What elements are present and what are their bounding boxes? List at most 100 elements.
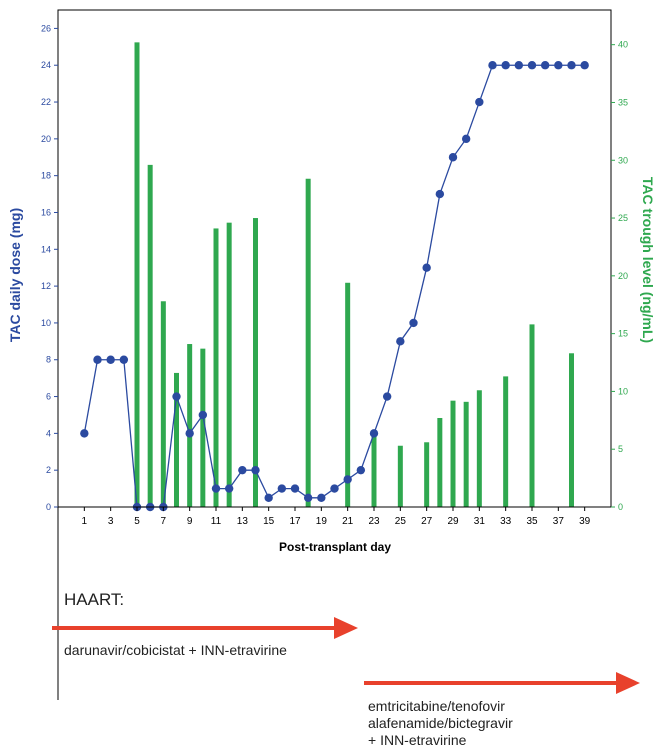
y-left-tick-label: 6 bbox=[46, 392, 51, 402]
x-tick-label: 1 bbox=[82, 516, 88, 527]
dose-point-day-36 bbox=[540, 61, 550, 70]
trough-bar-day-31 bbox=[476, 390, 482, 507]
arrow-head bbox=[334, 617, 358, 639]
y-right-tick-label: 20 bbox=[618, 271, 628, 281]
y-right-tick-label: 40 bbox=[618, 40, 628, 50]
dose-point-day-2 bbox=[93, 355, 102, 364]
dose-point-day-31 bbox=[475, 97, 484, 107]
trough-bar-day-7 bbox=[160, 301, 166, 507]
y-left-tick-label: 4 bbox=[46, 428, 51, 438]
trough-bar-day-18 bbox=[305, 178, 311, 507]
haart-arrow-1 bbox=[52, 617, 358, 639]
trough-bar-day-12 bbox=[226, 222, 232, 507]
x-axis-label: Post-transplant day bbox=[279, 540, 391, 554]
tick-labels: 1 3 5 7 9 11 13 15 17 19 21 23 25 27 29 31 33 35 37 3902468… bbox=[41, 23, 628, 527]
dose-point-day-28 bbox=[435, 189, 445, 199]
dose-line bbox=[80, 61, 589, 512]
dose-point-day-9 bbox=[185, 429, 194, 438]
dose-point-day-34 bbox=[514, 61, 524, 70]
y-right-tick-label: 15 bbox=[618, 329, 628, 339]
dose-polyline bbox=[83, 64, 585, 508]
dose-point-day-35 bbox=[527, 61, 537, 70]
dose-point-day-20 bbox=[330, 484, 339, 493]
y-right-tick-label: 30 bbox=[618, 155, 628, 165]
dose-point-day-39 bbox=[580, 61, 589, 70]
axes bbox=[57, 9, 612, 508]
x-tick-label: 37 bbox=[553, 516, 565, 527]
dose-point-day-12 bbox=[224, 484, 234, 493]
trough-bar-day-33 bbox=[503, 376, 509, 507]
y-left-tick-label: 18 bbox=[41, 171, 51, 181]
regimen-2: emtricitabine/tenofovir alafenamide/bict… bbox=[368, 698, 513, 748]
x-tick-label: 11 bbox=[211, 516, 222, 527]
x-tick-label: 21 bbox=[342, 516, 354, 527]
trough-bar-day-35 bbox=[529, 324, 535, 507]
x-tick-label: 15 bbox=[263, 516, 275, 527]
y-left-tick-label: 10 bbox=[41, 318, 51, 328]
trough-bars bbox=[134, 42, 574, 507]
plot-frame bbox=[57, 9, 612, 508]
dose-point-day-3 bbox=[106, 355, 115, 364]
x-tick-label: 23 bbox=[368, 516, 380, 527]
dose-point-day-10 bbox=[198, 410, 208, 420]
y-right-tick-label: 5 bbox=[618, 444, 623, 454]
x-tick-label: 5 bbox=[134, 516, 140, 527]
dose-point-day-21 bbox=[343, 475, 352, 484]
dose-point-day-14 bbox=[251, 465, 260, 475]
dose-point-day-16 bbox=[277, 484, 287, 493]
x-tick-label: 33 bbox=[500, 516, 512, 527]
trough-bar-day-5 bbox=[134, 42, 140, 507]
x-tick-label: 9 bbox=[187, 516, 193, 527]
x-tick-label: 25 bbox=[395, 516, 407, 527]
x-tick-label: 29 bbox=[447, 516, 459, 527]
dose-point-day-30 bbox=[461, 134, 471, 144]
trough-bar-day-28 bbox=[437, 418, 443, 507]
dose-point-day-18 bbox=[303, 493, 313, 502]
dose-point-day-1 bbox=[80, 429, 89, 438]
y-left-tick-label: 2 bbox=[46, 465, 51, 475]
dose-point-day-32 bbox=[488, 61, 497, 70]
x-tick-label: 3 bbox=[108, 516, 114, 527]
dose-point-day-24 bbox=[382, 392, 392, 401]
trough-bar-day-10 bbox=[200, 348, 206, 507]
trough-bar-day-27 bbox=[424, 442, 430, 507]
y-left-tick-label: 16 bbox=[41, 207, 51, 217]
y-axis-left-label: TAC daily dose (mg) bbox=[7, 208, 23, 342]
dose-point-day-22 bbox=[356, 465, 366, 475]
x-tick-label: 17 bbox=[289, 516, 301, 527]
dose-point-day-11 bbox=[211, 484, 221, 493]
trough-bar-day-8 bbox=[174, 372, 179, 507]
y-axis-right-label: TAC trough level (ng/mL) bbox=[640, 177, 656, 343]
haart-arrow-2 bbox=[364, 672, 640, 694]
dose-point-day-15 bbox=[264, 493, 273, 502]
y-left-tick-label: 14 bbox=[41, 244, 51, 254]
x-tick-label: 35 bbox=[526, 516, 538, 527]
y-left-tick-label: 24 bbox=[41, 60, 51, 70]
dose-point-day-33 bbox=[501, 61, 510, 70]
y-right-tick-label: 25 bbox=[618, 213, 628, 223]
trough-bar-day-29 bbox=[450, 400, 456, 507]
trough-bar-day-11 bbox=[213, 228, 219, 507]
y-right-tick-label: 35 bbox=[618, 97, 628, 107]
dose-point-day-23 bbox=[369, 429, 379, 438]
dose-point-day-8 bbox=[172, 392, 181, 401]
y-left-tick-label: 8 bbox=[46, 355, 51, 365]
trough-bar-day-9 bbox=[187, 344, 193, 507]
trough-bar-day-30 bbox=[463, 401, 469, 507]
trough-bar-day-23 bbox=[371, 434, 377, 507]
dose-point-day-17 bbox=[290, 484, 300, 493]
y-left-tick-label: 22 bbox=[41, 97, 51, 107]
dose-point-day-26 bbox=[409, 318, 418, 328]
regimen-1: darunavir/cobicistat + INN-etravirine bbox=[64, 642, 287, 658]
dose-point-day-19 bbox=[317, 493, 326, 502]
arrow-head bbox=[616, 672, 640, 694]
trough-bar-day-6 bbox=[147, 164, 153, 507]
dose-point-day-13 bbox=[238, 465, 247, 475]
x-tick-label: 31 bbox=[474, 516, 486, 527]
dose-point-day-27 bbox=[422, 263, 431, 272]
trough-bar-day-25 bbox=[397, 445, 403, 507]
dose-point-day-29 bbox=[448, 153, 458, 162]
x-tick-label: 13 bbox=[237, 516, 249, 527]
y-left-tick-label: 12 bbox=[41, 281, 51, 291]
